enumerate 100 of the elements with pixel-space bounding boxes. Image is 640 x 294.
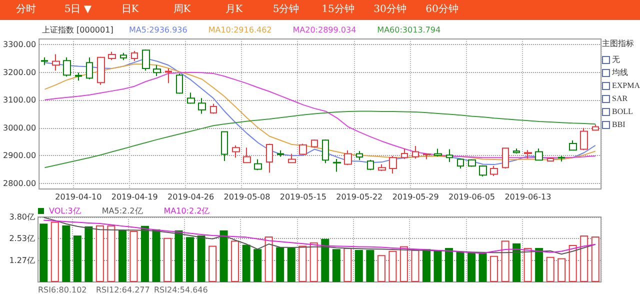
x-tick-label: 2019-04-10	[55, 192, 102, 202]
bar	[524, 248, 532, 282]
bar	[107, 225, 116, 282]
bar	[591, 236, 600, 282]
candlestick	[490, 165, 498, 176]
text: 日K	[120, 3, 140, 17]
chart-title: 上证指数 [000001]	[42, 26, 114, 34]
series-label: MA10:2.2亿	[164, 206, 210, 216]
bar	[490, 256, 498, 282]
bar	[208, 246, 217, 282]
candlestick	[108, 51, 116, 61]
candlestick	[288, 153, 296, 164]
bar	[62, 225, 70, 282]
bar	[50, 222, 59, 282]
bar	[344, 248, 352, 282]
candlestick	[457, 158, 464, 169]
candlestick	[198, 98, 206, 114]
y-tick-label: 2.53亿	[9, 234, 35, 244]
candlestick	[254, 158, 262, 171]
candlestick	[176, 72, 183, 94]
candlestick	[389, 155, 397, 174]
candlestick	[221, 131, 228, 162]
x-tick-label: 2019-05-15	[280, 192, 326, 202]
bar	[118, 230, 126, 282]
text: 均线	[612, 67, 628, 78]
candlestick	[299, 143, 307, 156]
bar	[197, 235, 206, 282]
candlestick	[569, 140, 577, 152]
text: MA60:3013.794	[377, 26, 441, 34]
bar	[130, 231, 138, 282]
y-tick-label: 3000.00	[2, 123, 36, 132]
bar	[220, 230, 228, 282]
candlestick	[277, 150, 284, 158]
bar	[580, 235, 588, 282]
bar	[512, 243, 521, 282]
candlestick	[446, 148, 453, 163]
candlestick	[63, 56, 71, 77]
text: 30分钟	[372, 2, 408, 17]
bar	[310, 242, 318, 282]
candlestick	[356, 150, 363, 161]
y-tick-label: 2900.00	[2, 151, 36, 160]
x-tick-label: 2019-04-19	[111, 192, 158, 202]
line-series	[44, 110, 596, 168]
bar	[332, 249, 340, 282]
bar	[254, 249, 262, 282]
candlestick	[120, 52, 127, 61]
x-tick-label: 2019-05-29	[392, 192, 439, 202]
bar	[400, 246, 408, 282]
candlestick	[232, 144, 240, 158]
x-tick-label: 2019-06-05	[448, 192, 496, 202]
candlestick	[513, 148, 520, 154]
y-tick-label: 1.27亿	[9, 256, 35, 265]
bar	[411, 250, 420, 282]
candlestick	[580, 127, 588, 151]
candlestick	[142, 49, 150, 72]
y-tick-label: 2800.00	[2, 178, 36, 188]
candlestick	[547, 157, 554, 162]
text: 5分钟	[272, 2, 300, 17]
bar	[434, 250, 442, 282]
candlestick	[558, 155, 565, 162]
bar	[478, 253, 487, 282]
candlestick	[592, 124, 599, 132]
bar	[84, 226, 93, 282]
candlestick	[243, 147, 251, 164]
bar	[501, 240, 510, 282]
x-tick-label: 2019-05-08	[224, 192, 270, 202]
candlestick	[524, 150, 532, 159]
candlestick	[412, 145, 419, 159]
candlestick	[131, 50, 138, 62]
candlestick	[311, 139, 318, 148]
candlestick	[165, 68, 172, 84]
text: MA5:2936.936	[129, 26, 188, 34]
bar	[546, 256, 554, 282]
x-tick-label: 2019-05-22	[336, 192, 383, 202]
text: BBI	[612, 120, 626, 129]
text: SAR	[612, 94, 628, 103]
candlestick	[52, 54, 60, 72]
bar	[73, 235, 82, 282]
candlestick	[97, 56, 105, 86]
bar	[140, 226, 149, 282]
text: 5日 ▼	[63, 3, 93, 17]
bar	[40, 224, 48, 282]
bar	[354, 250, 363, 282]
bar	[388, 250, 397, 282]
candlestick	[479, 164, 487, 177]
bar	[163, 238, 172, 282]
text: 周K	[172, 3, 192, 17]
legend-label: VOL:3亿	[49, 206, 81, 216]
candlestick	[187, 92, 195, 104]
bar	[568, 245, 577, 282]
text: 月K	[224, 3, 244, 17]
bar	[231, 240, 240, 282]
bar	[152, 229, 160, 282]
bar	[287, 248, 296, 282]
candlestick	[423, 152, 431, 160]
bar	[96, 225, 104, 282]
text: 主图指标	[602, 38, 635, 49]
candlestick	[86, 56, 93, 80]
candlestick	[266, 143, 273, 174]
candlestick	[434, 148, 442, 157]
